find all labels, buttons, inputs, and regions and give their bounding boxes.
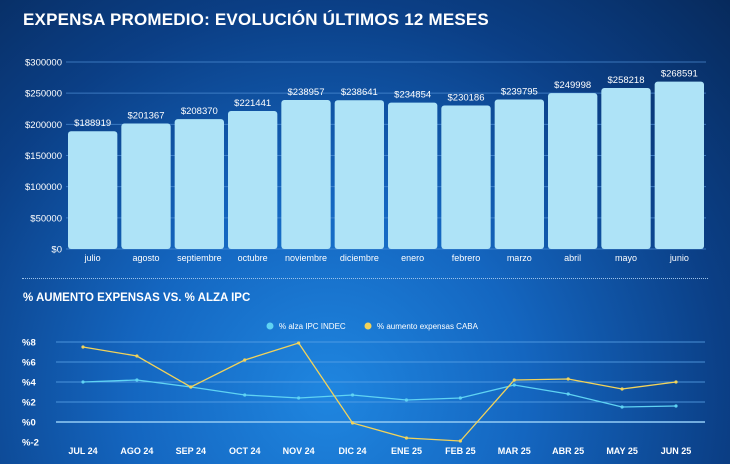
bar: [388, 102, 438, 250]
data-label: $239795: [501, 87, 538, 98]
y-tick-label: %0: [22, 418, 36, 429]
x-tick-label: octubre: [238, 253, 268, 263]
bar: [68, 131, 118, 249]
data-point: [135, 378, 139, 382]
data-label: $238957: [288, 87, 325, 98]
y-tick-label: %4: [22, 378, 36, 389]
series-line: [82, 379, 677, 408]
x-tick-label: agosto: [132, 253, 159, 263]
data-point: [297, 341, 301, 345]
data-point: [350, 421, 355, 425]
bar: [441, 105, 491, 249]
data-point: [566, 377, 570, 381]
bar: [494, 99, 544, 249]
y-tick-label: %-2: [22, 438, 39, 449]
data-point: [620, 387, 624, 391]
x-tick-label: febrero: [452, 253, 481, 263]
bar: [228, 110, 278, 249]
x-tick-label: ABR 25: [552, 446, 584, 456]
x-tick-label: MAR 25: [498, 446, 531, 456]
data-point: [81, 345, 85, 349]
x-tick-label: junio: [669, 253, 689, 263]
data-point: [566, 392, 570, 396]
bar: [121, 123, 171, 249]
data-point: [135, 354, 139, 358]
data-point: [404, 436, 409, 440]
line-chart-title: % AUMENTO EXPENSAS VS. % ALZA IPC: [23, 292, 251, 304]
data-point: [243, 358, 247, 362]
legend-label: % alza IPC INDEC: [279, 322, 346, 331]
data-label: $268591: [661, 69, 698, 80]
x-tick-label: abril: [564, 253, 581, 263]
data-point: [189, 385, 193, 389]
x-tick-label: noviembre: [285, 253, 327, 263]
x-tick-label: enero: [401, 253, 424, 263]
data-point: [404, 398, 409, 402]
y-tick-label: $300000: [25, 58, 62, 69]
data-point: [512, 383, 516, 387]
bar: [334, 100, 384, 250]
data-point: [297, 396, 301, 400]
x-tick-label: ENE 25: [391, 446, 422, 456]
data-point: [620, 405, 624, 409]
x-tick-label: DIC 24: [339, 446, 367, 456]
data-point: [243, 393, 247, 397]
x-tick-label: OCT 24: [229, 446, 261, 456]
y-tick-label: %6: [22, 358, 36, 369]
divider: [22, 278, 708, 279]
data-label: $221441: [234, 98, 271, 109]
x-tick-label: FEB 25: [445, 446, 476, 456]
data-point: [458, 439, 462, 443]
y-tick-label: $150000: [25, 151, 62, 162]
series-line: [82, 342, 677, 442]
x-tick-label: julio: [84, 253, 101, 263]
data-label: $234854: [394, 90, 431, 101]
data-point: [458, 396, 462, 400]
x-tick-label: SEP 24: [176, 446, 206, 456]
bar: [654, 81, 704, 249]
y-tick-label: %8: [22, 338, 36, 349]
bar: [174, 119, 224, 250]
data-point: [81, 380, 85, 384]
data-label: $238641: [341, 87, 378, 98]
y-tick-label: $200000: [25, 120, 62, 131]
y-tick-label: %2: [22, 398, 36, 409]
y-tick-label: $100000: [25, 182, 62, 193]
y-tick-label: $50000: [30, 213, 62, 224]
x-tick-label: NOV 24: [283, 446, 315, 456]
legend-marker: [266, 322, 274, 330]
data-point: [512, 378, 516, 382]
data-point: [674, 404, 678, 408]
x-tick-label: JUN 25: [661, 446, 692, 456]
data-label: $249998: [554, 80, 591, 91]
y-tick-label: $0: [51, 245, 62, 256]
data-label: $208370: [181, 106, 218, 117]
data-label: $230186: [448, 93, 485, 104]
legend-label: % aumento expensas CABA: [377, 322, 479, 331]
bar: [281, 100, 331, 249]
bar-chart-title: EXPENSA PROMEDIO: EVOLUCIÓN ÚLTIMOS 12 M…: [23, 10, 489, 29]
data-label: $258218: [608, 75, 645, 86]
bar: [601, 88, 651, 249]
legend-marker: [364, 322, 372, 330]
x-tick-label: diciembre: [340, 253, 379, 263]
bar: [548, 93, 598, 250]
data-label: $201367: [128, 110, 165, 121]
x-tick-label: mayo: [615, 253, 637, 263]
x-tick-label: MAY 25: [606, 446, 638, 456]
data-point: [350, 393, 355, 397]
x-tick-label: JUL 24: [68, 446, 97, 456]
y-tick-label: $250000: [25, 89, 62, 100]
x-tick-label: AGO 24: [120, 446, 153, 456]
x-tick-label: marzo: [507, 253, 532, 263]
data-label: $188919: [74, 118, 111, 129]
x-tick-label: septiembre: [177, 253, 222, 263]
data-point: [674, 380, 678, 384]
